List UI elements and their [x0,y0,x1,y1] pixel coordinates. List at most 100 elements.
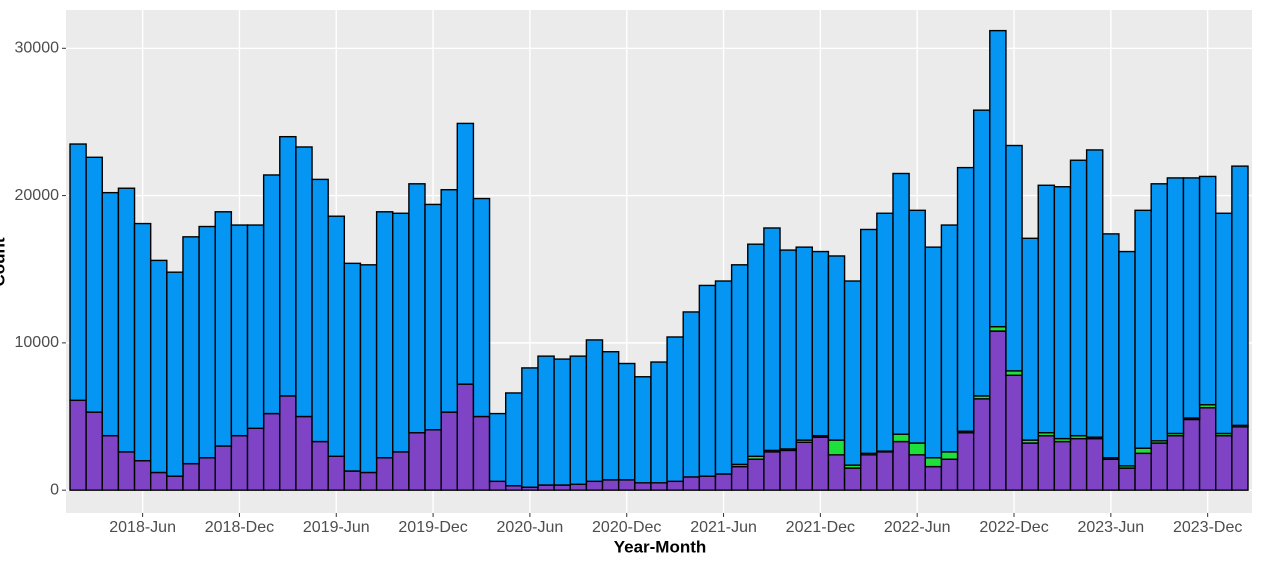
bar-segment [295,146,313,418]
bar-segment [940,451,959,460]
bar-segment [843,467,862,491]
bar-segment [101,434,120,491]
bar-segment [1069,437,1088,491]
bar-segment [1069,159,1088,437]
bar-segment [85,411,103,491]
bar-segment [811,436,830,491]
bar-segment [472,197,491,418]
bar-segment [601,351,620,481]
bar-segment [650,482,668,491]
bar-segment [1182,177,1201,419]
x-tick-label: 2022-Jun [884,519,951,536]
bar-segment [956,432,975,491]
bar-segment [1150,442,1169,491]
bar-segment [1134,209,1152,449]
bar-segment [1085,437,1104,491]
y-tick-label: 0 [50,481,59,498]
bar-segment [1182,418,1201,491]
bar-segment [1118,467,1136,491]
bar-segment [972,109,991,397]
bar-segment [714,473,733,491]
bar-segment [1215,212,1233,435]
x-tick-label: 2023-Dec [1173,519,1242,536]
bar-segment [424,429,442,491]
x-tick-label: 2020-Jun [497,519,564,536]
bar-segment [1150,183,1169,442]
bar-segment [569,355,588,485]
bar-segment [666,336,684,483]
bar-segment [795,246,814,441]
bar-segment [892,433,910,443]
bar-segment [811,250,830,437]
bar-segment [230,224,249,437]
bar-segment [553,484,571,491]
bar-segment [1053,440,1072,491]
bar-segment [246,427,265,491]
bar-segment [747,458,765,491]
bar-segment [634,376,652,484]
bar-segment [779,449,797,491]
bar-segment [262,412,281,491]
bar-segment [924,465,943,491]
bar-segment [827,454,846,491]
x-tick-label: 2021-Jun [690,519,757,536]
y-tick-label: 20000 [15,187,60,204]
bar-segment [601,479,620,491]
bar-segment [730,465,749,491]
bar-segment [940,224,959,453]
bar-segment [488,412,507,483]
bar-segment [989,29,1007,328]
bar-segment [666,480,684,491]
bar-segment [827,255,846,441]
x-tick-label: 2021-Dec [786,519,855,536]
bar-segment [230,434,249,491]
bar-segment [1134,447,1152,455]
bar-segment [763,227,781,452]
bar-segment [182,236,200,465]
bar-segment [537,484,555,491]
y-tick-label: 30000 [15,40,60,57]
bar-segment [876,212,894,452]
x-tick-label: 2018-Dec [205,519,274,536]
bar-segment [101,191,120,437]
bar-segment [166,271,184,477]
bar-segment [117,451,136,491]
bar-segment [1005,144,1023,372]
bars [69,29,1249,491]
bar-segment [698,475,717,491]
bar-segment [69,143,87,402]
bar-segment [408,432,426,491]
bar-segment [327,455,346,491]
y-tick-label: 10000 [15,334,60,351]
bar-segment [311,440,329,491]
bar-segment [714,280,733,475]
bar-segment [585,339,604,483]
bar-segment [1005,374,1023,491]
bar-segment [133,460,152,491]
bar-segment [456,122,475,385]
bar-segment [1053,186,1072,440]
y-axis-title: Count [0,237,8,286]
bar-segment [779,249,797,450]
bar-segment [359,264,378,474]
bar-segment [1118,250,1136,467]
x-tick-label: 2018-Jun [109,519,176,536]
bar-segment [182,462,200,491]
bar-segment [1134,452,1152,491]
bar-segment [472,415,491,491]
bar-segment [972,398,991,491]
bar-segment [375,457,394,491]
bar-segment [730,264,749,466]
bar-segment [747,243,765,457]
bar-segment [634,482,652,491]
bar-segment [214,445,233,491]
bar-segment [537,355,555,486]
bar-segment [166,475,184,491]
bar-segment [1102,233,1120,459]
bar-segment [375,211,394,459]
bar-segment [133,222,152,462]
bar-segment [617,362,636,481]
x-tick-label: 2023-Jun [1077,519,1144,536]
bar-segment [295,415,313,491]
bar-segment [924,246,943,459]
